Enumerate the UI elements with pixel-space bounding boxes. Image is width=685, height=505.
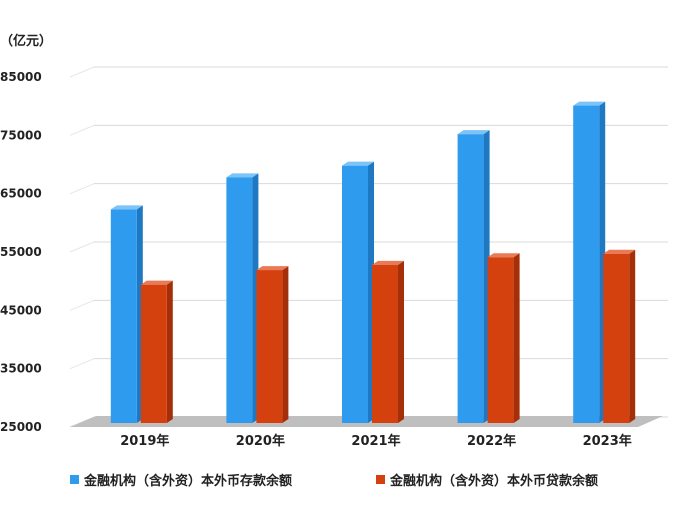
bar-side — [629, 249, 636, 423]
bar-front — [372, 264, 398, 423]
bar-deposit — [457, 130, 490, 423]
bar-top — [457, 130, 490, 135]
bar-loan — [603, 249, 636, 423]
x-tick-label: 2021年 — [351, 433, 400, 449]
bar-front — [140, 284, 167, 423]
x-tick-label: 2022年 — [467, 433, 516, 449]
gridline-side — [69, 183, 95, 195]
bar-top — [140, 280, 173, 285]
y-tick-label: 85000 — [0, 70, 42, 84]
bar-deposit — [573, 101, 606, 423]
bar-top — [573, 101, 606, 106]
bar-loan — [256, 266, 289, 423]
x-tick-label: 2019年 — [120, 433, 169, 449]
bar-front — [342, 165, 368, 423]
legend: 金融机构（含外资）本外币存款余额 金融机构（含外资）本外币贷款余额 — [0, 470, 685, 500]
legend-swatch-deposit — [70, 475, 79, 484]
bar-loan — [372, 260, 404, 423]
bar-side — [282, 266, 289, 423]
bar-chart: 25000 35000 45000 55000 65000 75000 85000 2019年… — [0, 33, 668, 449]
bar-side — [513, 253, 520, 423]
legend-item-loan: 金融机构（含外资）本外币贷款余额 — [376, 470, 598, 489]
bar-side — [398, 260, 404, 423]
bar-loan — [140, 280, 173, 423]
bar-top — [110, 205, 143, 210]
bar-front — [110, 209, 137, 423]
bar-top — [603, 249, 636, 254]
gridline-side — [69, 241, 95, 253]
legend-item-deposit: 金融机构（含外资）本外币存款余额 — [70, 470, 292, 489]
gridline-side — [69, 124, 95, 136]
y-axis-unit-label: （亿元） — [0, 33, 52, 49]
y-tick-label: 25000 — [0, 420, 42, 434]
bar-front — [603, 253, 630, 423]
legend-swatch-loan — [376, 475, 385, 484]
x-tick-label: 2023年 — [583, 433, 632, 449]
bar-top — [226, 173, 259, 178]
y-tick-label: 35000 — [0, 362, 42, 376]
y-tick-label: 55000 — [0, 245, 42, 259]
bar-deposit — [226, 173, 259, 423]
bar-front — [487, 257, 514, 423]
bar-top — [342, 161, 374, 166]
bar-deposit — [342, 161, 374, 423]
legend-label-deposit: 金融机构（含外资）本外币存款余额 — [84, 474, 293, 489]
gridline-side — [69, 66, 95, 78]
bar-top — [372, 260, 404, 265]
bar-front — [256, 270, 283, 423]
y-tick-label: 75000 — [0, 128, 42, 142]
gridline-side — [69, 299, 95, 311]
bar-front — [226, 177, 253, 423]
y-tick-label: 45000 — [0, 303, 42, 317]
bar-side — [166, 280, 173, 423]
bar-top — [256, 266, 289, 271]
bar-deposit — [110, 205, 143, 423]
gridline-side — [69, 358, 95, 370]
y-tick-label: 65000 — [0, 187, 42, 201]
bar-top — [487, 253, 520, 258]
bar-loan — [487, 253, 520, 423]
bar-front — [573, 105, 600, 423]
bar-front — [457, 134, 484, 423]
legend-label-loan: 金融机构（含外资）本外币贷款余额 — [390, 474, 599, 489]
x-tick-label: 2020年 — [236, 433, 285, 449]
